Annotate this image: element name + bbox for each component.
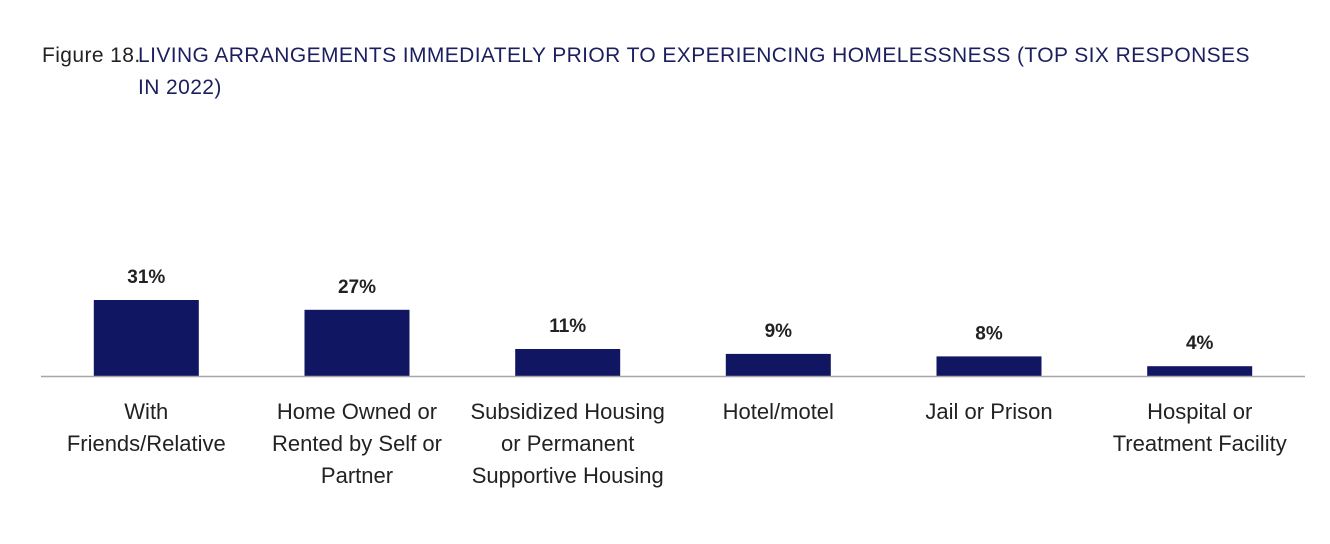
bar-4 [725,353,831,376]
data-label-5: 8% [975,323,1003,344]
data-label-2: 27% [338,277,376,298]
data-label-6: 4% [1186,333,1214,354]
bar-1 [93,300,199,376]
category-label-4: Hotel/motel [723,399,834,424]
category-label-2: Home Owned or Rented by Self or Partner [272,399,442,488]
bar-5 [936,356,1042,376]
data-label-3: 11% [549,316,586,337]
category-label-3: Subsidized Housing or Permanent Supportive… [470,399,664,488]
bar-6 [1147,366,1253,376]
figure-title: LIVING ARRANGEMENTS IMMEDIATELY PRIOR TO… [138,44,1250,99]
figure-label: Figure 18. [42,44,141,67]
bar-3 [515,349,621,376]
data-label-1: 31% [127,267,165,288]
data-label-4: 9% [765,321,793,342]
category-label-6: Hospital or Treatment Facility [1113,399,1287,456]
category-label-1: With Friends/Relative [67,399,226,456]
bar-2 [304,309,410,376]
category-label-5: Jail or Prison [925,399,1052,424]
